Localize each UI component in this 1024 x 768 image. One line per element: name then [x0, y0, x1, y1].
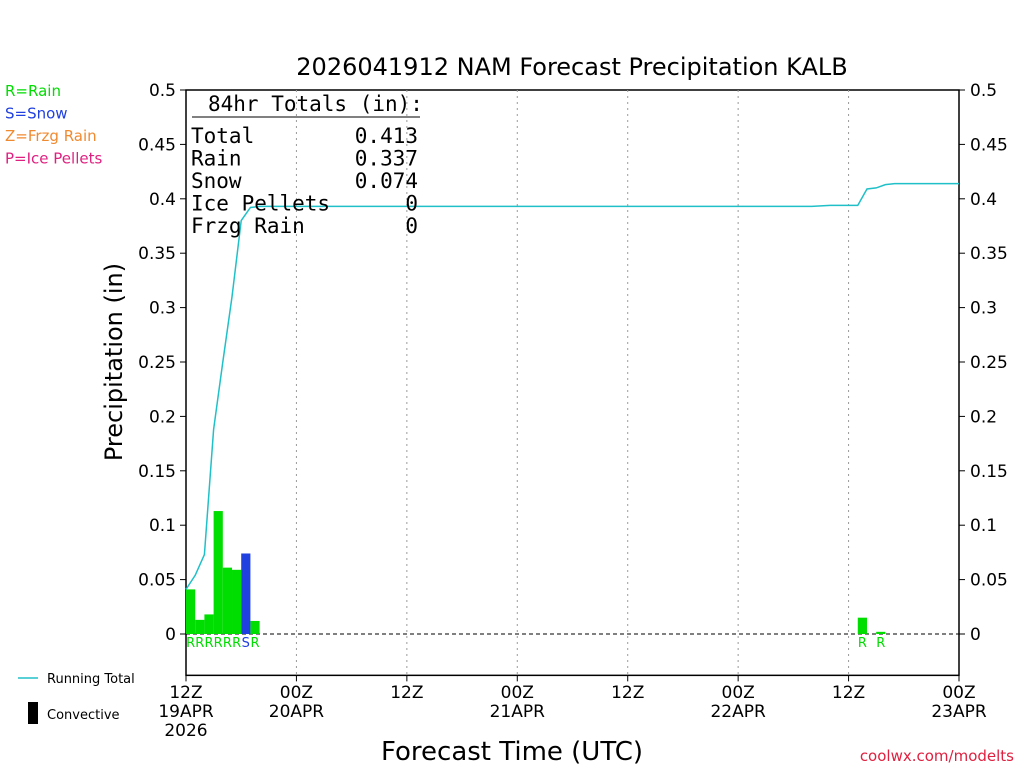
y-tick-label-right: 0.2: [970, 407, 997, 427]
totals-row-value: 0: [405, 192, 418, 216]
x-tick-label: 23APR: [931, 702, 987, 722]
precip-type-label-7: R: [250, 636, 259, 651]
precip-bar-7: [250, 620, 260, 634]
y-tick-label-left: 0.15: [138, 462, 176, 482]
x-tick-label: 20APR: [269, 702, 325, 722]
chart-title: 2026041912 NAM Forecast Precipitation KA…: [296, 53, 847, 81]
totals-row-label: Rain: [191, 147, 242, 171]
precip-bars: [186, 511, 886, 634]
precip-type-label-1: R: [195, 636, 204, 651]
x-tick-label: 2026: [164, 721, 207, 741]
grid-lines: [295, 90, 850, 676]
legend-entry-0: R=Rain: [5, 82, 61, 100]
legend-entry-3: P=Ice Pellets: [5, 150, 102, 168]
y-tick-label-left: 0.5: [149, 81, 176, 101]
y-tick-label-right: 0.25: [970, 353, 1008, 373]
y-tick-label-right: 0.4: [970, 190, 997, 210]
precip-type-label-6: S: [242, 636, 250, 651]
y-axis-left: 0 0.05 0.1 0.15 0.2 0.25 0.3 0.35 0.4 0.45 0.5: [138, 81, 186, 645]
precip-bar-6: [241, 553, 251, 634]
y-tick-label-right: 0: [970, 625, 981, 645]
totals-row-value: 0: [405, 214, 418, 238]
y-tick-label-right: 0.5: [970, 81, 997, 101]
running-total-line: [185, 182, 959, 590]
x-tick-label: 12Z: [169, 683, 202, 703]
x-tick-label: 00Z: [722, 683, 755, 703]
y-tick-label-right: 0.05: [970, 571, 1008, 591]
totals-row-label: Snow: [191, 169, 242, 193]
precip-bar-1: [195, 619, 205, 634]
precip-type-label-2: R: [204, 636, 213, 651]
y-tick-label-right: 0.15: [970, 462, 1008, 482]
totals-row-value: 0.413: [355, 124, 418, 148]
precip-type-legend: R=Rain S=Snow Z=Frzg Rain P=Ice Pellets: [5, 82, 102, 168]
precip-type-label-8: R: [858, 636, 867, 651]
x-tick-label: 12Z: [832, 683, 865, 703]
totals-row-value: 0.337: [355, 147, 418, 171]
key-swatch-convective: [28, 702, 38, 724]
y-tick-label-right: 0.35: [970, 244, 1008, 264]
precip-type-label-0: R: [186, 636, 195, 651]
precip-type-label-3: R: [214, 636, 223, 651]
precip-bar-9: [876, 631, 886, 634]
legend-entry-1: S=Snow: [5, 105, 68, 123]
credit-text: coolwx.com/modelts: [860, 747, 1014, 765]
precip-bar-5: [232, 569, 242, 634]
precip-bar-3: [213, 511, 223, 634]
key-label-0: Running Total: [47, 672, 135, 687]
x-tick-label: 00Z: [280, 683, 313, 703]
x-tick-label: 22APR: [710, 702, 766, 722]
y-tick-label-left: 0.05: [138, 571, 176, 591]
y-tick-label-left: 0.3: [149, 299, 176, 319]
plot-frame: [185, 89, 960, 677]
precip-type-label-5: R: [232, 636, 241, 651]
totals-row-label: Frzg Rain: [191, 214, 305, 238]
x-tick-label: 00Z: [942, 683, 975, 703]
y-tick-label-right: 0.3: [970, 299, 997, 319]
totals-row-label: Total: [191, 124, 254, 148]
precip-bar-0: [186, 589, 196, 634]
precip-bar-2: [204, 614, 214, 634]
y-axis-right: 0 0.05 0.1 0.15 0.2 0.25 0.3 0.35 0.4 0.45 0.5: [959, 81, 1008, 645]
y-tick-label-left: 0: [165, 625, 176, 645]
x-tick-label: 21APR: [490, 702, 546, 722]
x-tick-label: 12Z: [611, 683, 644, 703]
y-tick-label-left: 0.1: [149, 516, 176, 536]
precip-type-label-9: R: [876, 636, 885, 651]
y-tick-label-left: 0.4: [149, 190, 176, 210]
key-label-1: Convective: [47, 708, 120, 723]
y-tick-label-left: 0.35: [138, 244, 176, 264]
x-tick-label: 19APR: [158, 702, 214, 722]
precip-bar-4: [222, 567, 233, 634]
precip-type-label-4: R: [223, 636, 232, 651]
y-axis-label: Precipitation (in): [100, 263, 128, 461]
x-tick-label: 00Z: [501, 683, 534, 703]
series-key: Running Total Convective: [18, 672, 135, 724]
x-tick-label: 12Z: [390, 683, 423, 703]
y-tick-label-right: 0.1: [970, 516, 997, 536]
y-tick-label-left: 0.45: [138, 135, 176, 155]
totals-box: 84hr Totals (in): Total 0.413 Rain 0.337 Snow…: [191, 92, 423, 238]
y-tick-label-left: 0.2: [149, 407, 176, 427]
legend-entry-2: Z=Frzg Rain: [5, 127, 97, 145]
totals-row-value: 0.074: [355, 169, 418, 193]
totals-heading: 84hr Totals (in):: [208, 92, 423, 116]
x-axis-label: Forecast Time (UTC): [381, 737, 643, 767]
y-tick-label-right: 0.45: [970, 135, 1008, 155]
precip-bar-8: [857, 617, 867, 634]
y-tick-label-left: 0.25: [138, 353, 176, 373]
totals-row-label: Ice Pellets: [191, 192, 330, 216]
